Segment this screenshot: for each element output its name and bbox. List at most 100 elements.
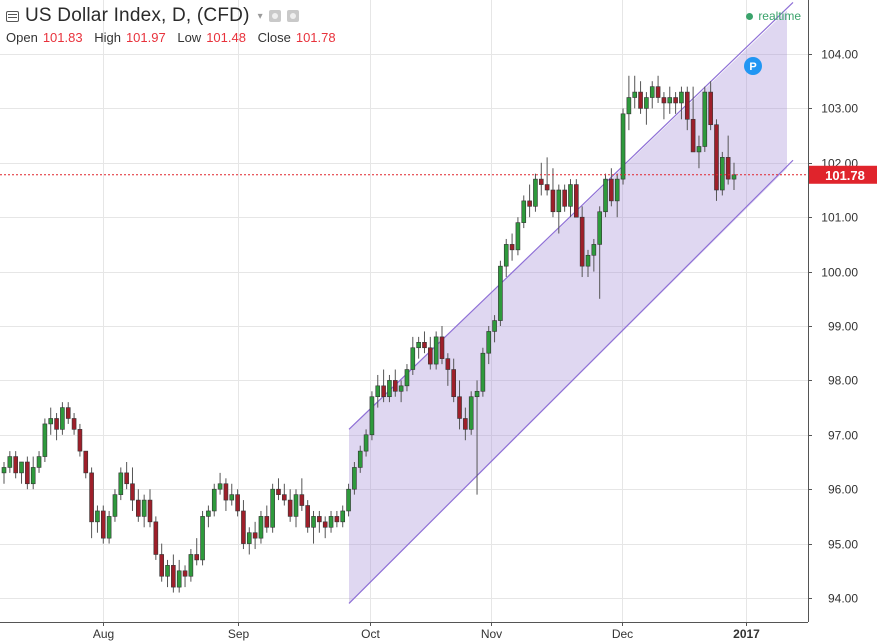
candle: [620, 108, 626, 185]
candle-body: [100, 510, 106, 539]
low-value: 101.48: [206, 30, 246, 45]
candle-body: [270, 488, 275, 528]
candle-body: [48, 418, 54, 425]
candle-body: [603, 178, 608, 213]
candle-body: [591, 244, 597, 256]
candle: [579, 206, 585, 278]
candle-body: [106, 516, 112, 539]
candle: [165, 559, 170, 588]
candle: [357, 445, 363, 473]
candle-body: [346, 488, 351, 512]
candle: [147, 489, 153, 528]
candle-body: [684, 91, 690, 120]
candle: [7, 451, 13, 473]
x-axis[interactable]: Aug Sep Oct Nov Dec 2017: [0, 622, 808, 641]
candle-body: [235, 494, 240, 512]
candle-body: [276, 488, 281, 495]
candle: [696, 135, 702, 169]
high-label: High: [94, 30, 121, 45]
candle: [363, 429, 369, 457]
candle: [171, 554, 176, 593]
candle-body: [246, 532, 252, 544]
candle: [538, 162, 544, 196]
candle-body: [60, 407, 65, 430]
candle-body: [574, 184, 579, 218]
candle: [299, 478, 305, 511]
candle-body: [211, 488, 217, 512]
candle: [141, 494, 147, 528]
candle: [392, 369, 398, 397]
low-label: Low: [177, 30, 202, 45]
candle: [521, 195, 527, 229]
candle: [322, 516, 328, 539]
candle: [404, 364, 410, 392]
price-channel[interactable]: [348, 2, 794, 604]
candle-body: [474, 390, 480, 398]
last-price-badge: [809, 165, 877, 184]
candle: [468, 391, 474, 435]
y-tick-label: 94.00: [828, 592, 858, 606]
candle: [690, 86, 696, 153]
candle: [492, 315, 497, 343]
candle-body: [550, 189, 556, 213]
candle-body: [363, 434, 369, 452]
candle: [206, 505, 211, 528]
candle-body: [71, 418, 77, 430]
close-label: Close: [257, 30, 291, 45]
candle-body: [13, 456, 18, 474]
y-axis[interactable]: 94.00 95.00 96.00 97.00 98.00 99.00 100.00 101.…: [808, 0, 877, 642]
candle-body: [387, 380, 392, 398]
candle: [241, 500, 246, 550]
visibility-toggle-icon[interactable]: [268, 10, 281, 22]
candle: [667, 86, 673, 114]
candle: [270, 483, 275, 533]
candle-body: [620, 113, 626, 180]
candle-body: [159, 554, 164, 577]
bars-icon[interactable]: [6, 10, 19, 22]
close-value: 101.78: [295, 30, 336, 45]
candle: [428, 336, 433, 370]
candle: [556, 184, 562, 234]
x-tick-label: Dec: [612, 627, 633, 641]
candle-body: [30, 467, 36, 485]
candle: [684, 86, 690, 131]
channel-fill[interactable]: [349, 10, 787, 604]
candle: [188, 549, 194, 582]
candle: [486, 326, 492, 365]
candle: [54, 413, 59, 441]
y-tick-label: 98.00: [828, 374, 858, 388]
candle-body: [328, 516, 334, 528]
candle-body: [597, 211, 602, 245]
candle-body: [1, 467, 7, 474]
gear-icon[interactable]: [286, 10, 299, 22]
chevron-down-icon[interactable]: ▾: [257, 10, 263, 22]
candle: [194, 538, 200, 566]
candle: [725, 135, 731, 185]
candle-body: [661, 97, 667, 104]
candle-body: [311, 516, 316, 528]
candle: [19, 461, 24, 484]
symbol-title[interactable]: US Dollar Index, D, (CFD): [25, 5, 250, 26]
candle-body: [416, 342, 421, 349]
candle-body: [439, 336, 445, 359]
candle-body: [562, 189, 567, 207]
candle: [159, 543, 164, 582]
candle: [644, 92, 649, 125]
candle-body: [369, 396, 375, 436]
candle-body: [503, 244, 509, 267]
candle: [200, 510, 205, 566]
candle-body: [673, 97, 678, 104]
candle: [124, 462, 129, 490]
candle-body: [468, 396, 474, 430]
candle-body: [486, 331, 492, 354]
candle: [609, 168, 614, 207]
candle-body: [136, 499, 141, 517]
candle: [112, 489, 118, 522]
candle: [36, 451, 42, 473]
candle: [276, 478, 281, 501]
candle: [311, 510, 316, 544]
candle: [264, 505, 270, 533]
candle-body: [89, 472, 94, 523]
